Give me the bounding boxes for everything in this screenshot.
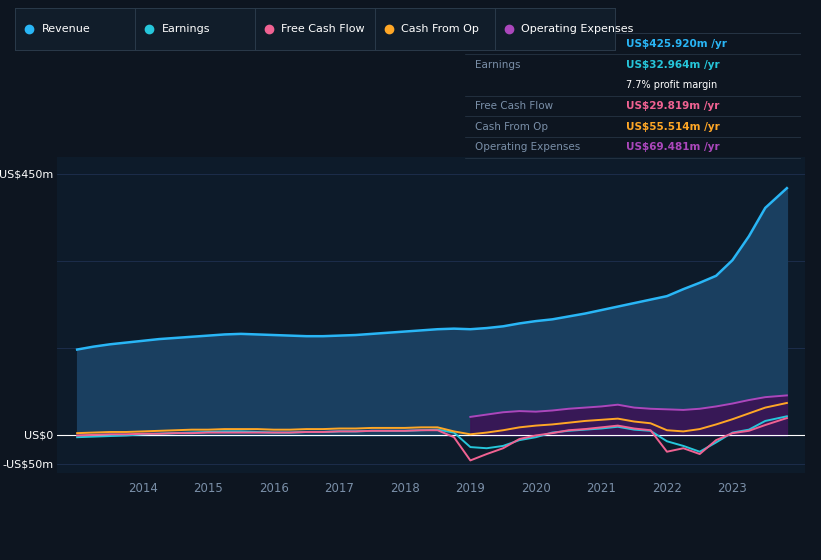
Text: Cash From Op: Cash From Op	[401, 24, 479, 34]
Text: US$425.920m /yr: US$425.920m /yr	[626, 39, 727, 49]
Text: Earnings: Earnings	[162, 24, 210, 34]
Text: US$55.514m /yr: US$55.514m /yr	[626, 122, 720, 132]
Text: Revenue: Revenue	[41, 24, 90, 34]
Text: Revenue: Revenue	[475, 39, 521, 49]
Text: Oct 31 2023: Oct 31 2023	[475, 16, 555, 29]
Text: -US$50m: -US$50m	[2, 460, 53, 469]
Text: Free Cash Flow: Free Cash Flow	[282, 24, 365, 34]
Text: 7.7% profit margin: 7.7% profit margin	[626, 80, 718, 90]
Text: US$450m: US$450m	[0, 169, 53, 179]
Text: US$29.819m /yr: US$29.819m /yr	[626, 101, 720, 111]
Text: Operating Expenses: Operating Expenses	[521, 24, 634, 34]
Text: Cash From Op: Cash From Op	[475, 122, 548, 132]
Text: Earnings: Earnings	[475, 59, 521, 69]
Text: Free Cash Flow: Free Cash Flow	[475, 101, 553, 111]
Text: US$69.481m /yr: US$69.481m /yr	[626, 142, 720, 152]
Text: US$0: US$0	[25, 431, 53, 441]
Text: Operating Expenses: Operating Expenses	[475, 142, 580, 152]
Text: US$32.964m /yr: US$32.964m /yr	[626, 59, 720, 69]
